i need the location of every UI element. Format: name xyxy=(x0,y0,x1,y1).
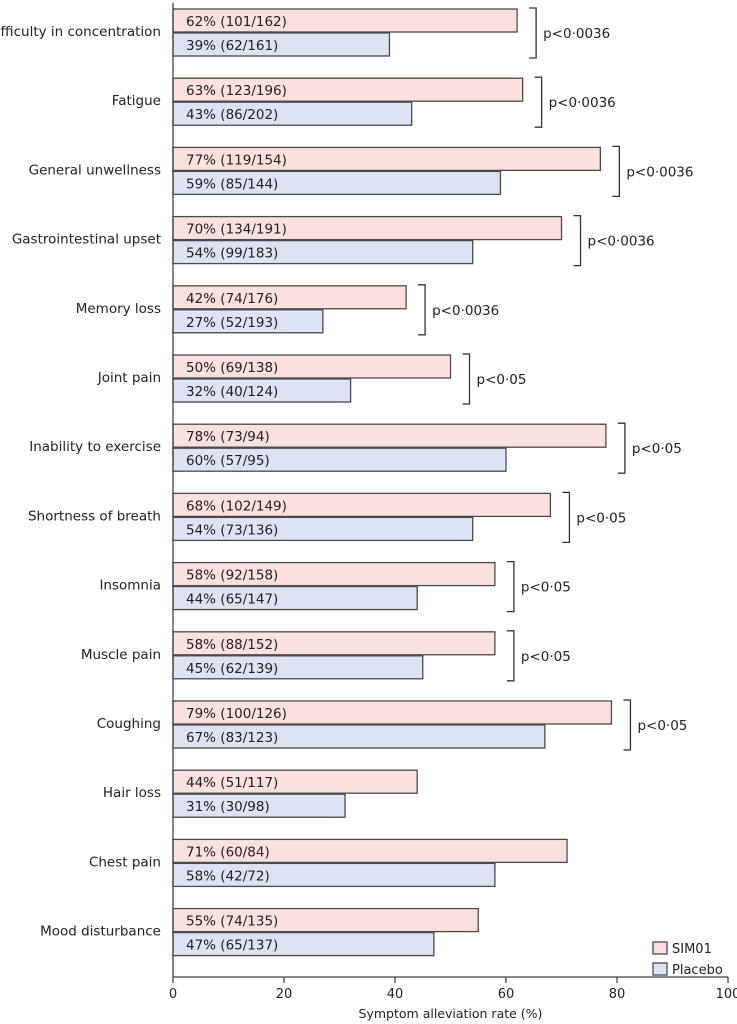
category-group-general-unwellness: General unwellness 77% (119/154) 59% (85/1… xyxy=(29,146,602,196)
p-value-label: p<0·05 xyxy=(477,372,527,388)
significance-bracket xyxy=(617,422,626,474)
significance-bracket xyxy=(562,491,571,544)
category-group-muscle-pain: Muscle pain 58% (88/152) 45% (62/139) xyxy=(81,631,496,680)
data-label-placebo: 27% (52/193) xyxy=(186,315,278,331)
data-label-sim01: 70% (134/191) xyxy=(186,222,287,238)
category-label: Difficulty in concentration xyxy=(0,24,161,40)
significance-bracket xyxy=(506,560,515,613)
data-label-sim01: 62% (101/162) xyxy=(186,14,287,30)
p-value-label: p<0·0036 xyxy=(626,164,693,180)
data-label-placebo: 59% (85/144) xyxy=(186,176,278,192)
x-axis: 0 20 40 60 80 100 Symptom alleviation rate (%) xyxy=(169,3,737,1021)
data-label-sim01: 63% (123/196) xyxy=(186,83,287,99)
p-value-label: p<0·0036 xyxy=(588,234,655,250)
significance-bracket xyxy=(612,145,620,198)
x-axis-title: Symptom alleviation rate (%) xyxy=(359,1006,543,1021)
category-label: Fatigue xyxy=(112,93,161,109)
data-label-placebo: 60% (57/95) xyxy=(186,453,270,469)
category-group-inability-to-exercise: Inability to exercise 78% (73/94) 60% (57/… xyxy=(29,423,607,472)
p-value-label: p<0·0036 xyxy=(549,95,616,111)
data-label-placebo: 45% (62/139) xyxy=(186,661,278,677)
category-group-hair-loss: Hair loss 44% (51/117) 31% (30/98) xyxy=(103,769,418,818)
data-label-sim01: 58% (92/158) xyxy=(186,568,278,584)
x-tick-label: 100 xyxy=(716,987,737,1002)
data-label-placebo: 58% (42/72) xyxy=(186,868,270,884)
significance-bracket xyxy=(623,699,632,751)
p-value-label: p<0·05 xyxy=(521,649,571,665)
legend-swatch-placebo xyxy=(652,962,668,976)
category-group-insomnia: Insomnia 58% (92/158) 44% (65/147) xyxy=(99,561,496,611)
category-group-mood-disturbance: Mood disturbance 55% (74/135) 47% (65/137) xyxy=(40,907,479,957)
data-label-placebo: 31% (30/98) xyxy=(186,799,270,815)
data-label-placebo: 54% (73/136) xyxy=(186,522,278,538)
p-value-label: p<0·0036 xyxy=(432,303,499,319)
category-label: Chest pain xyxy=(89,854,161,870)
data-label-placebo: 43% (86/202) xyxy=(186,107,278,123)
legend-swatch-sim01 xyxy=(652,941,668,955)
category-label: Inability to exercise xyxy=(29,439,161,455)
category-group-joint-pain: Joint pain 50% (69/138) 32% (40/124) xyxy=(97,354,452,403)
category-label: Mood disturbance xyxy=(40,924,161,940)
p-value-label: p<0·05 xyxy=(576,510,626,526)
category-label: General unwellness xyxy=(29,162,161,178)
p-value-label: p<0·05 xyxy=(521,580,571,596)
data-label-sim01: 68% (102/149) xyxy=(186,498,287,514)
significance-bracket xyxy=(462,353,471,405)
category-label: Insomnia xyxy=(99,578,161,594)
data-label-sim01: 42% (74/176) xyxy=(186,291,278,307)
category-label: Shortness of breath xyxy=(28,508,161,524)
category-group-gastrointestinal-upset: Gastrointestinal upset 70% (134/191) 54% (… xyxy=(12,215,563,265)
data-label-placebo: 67% (83/123) xyxy=(186,730,278,746)
data-label-sim01: 58% (88/152) xyxy=(186,637,278,653)
x-tick-label: 60 xyxy=(498,987,515,1002)
category-group-shortness-of-breath: Shortness of breath 68% (102/149) 54% (73/… xyxy=(28,492,552,542)
category-label: Hair loss xyxy=(103,785,161,801)
p-value-label: p<0·0036 xyxy=(543,26,610,42)
significance-bracket xyxy=(534,76,543,128)
category-group-coughing: Coughing 79% (100/126) 67% (83/123) xyxy=(97,700,613,749)
bars-layer: Difficulty in concentration 62% (101/162)… xyxy=(0,8,613,957)
x-tick-label: 80 xyxy=(609,987,626,1002)
legend: SIM01 Placebo xyxy=(652,941,723,978)
data-label-placebo: 47% (65/137) xyxy=(186,938,278,954)
legend-label-sim01: SIM01 xyxy=(672,942,712,957)
significance-bracket xyxy=(529,7,537,59)
category-group-difficulty-in-concentration: Difficulty in concentration 62% (101/162)… xyxy=(0,8,518,57)
data-label-placebo: 32% (40/124) xyxy=(186,384,278,400)
category-group-chest-pain: Chest pain 71% (60/84) 58% (42/72) xyxy=(89,838,568,888)
data-label-sim01: 77% (119/154) xyxy=(186,152,287,168)
p-value-layer: p<0·0036 p<0·0036 p<0·0036 p<0·0036 p<0·0036… xyxy=(418,7,693,751)
x-tick-label: 20 xyxy=(276,987,293,1002)
significance-bracket xyxy=(506,630,515,682)
category-label: Muscle pain xyxy=(81,647,161,663)
significance-bracket xyxy=(573,214,582,267)
category-group-memory-loss: Memory loss 42% (74/176) 27% (52/193) xyxy=(76,285,407,334)
data-label-sim01: 71% (60/84) xyxy=(186,844,270,860)
data-label-placebo: 54% (99/183) xyxy=(186,246,278,262)
p-value-label: p<0·05 xyxy=(637,718,687,734)
data-label-placebo: 44% (65/147) xyxy=(186,592,278,608)
p-value-label: p<0·05 xyxy=(632,441,682,457)
data-label-sim01: 79% (100/126) xyxy=(186,706,287,722)
legend-label-placebo: Placebo xyxy=(672,963,723,978)
significance-bracket xyxy=(418,284,426,336)
x-tick-label: 40 xyxy=(387,987,404,1002)
category-label: Joint pain xyxy=(97,370,161,386)
category-label: Gastrointestinal upset xyxy=(12,232,161,248)
data-label-sim01: 55% (74/135) xyxy=(186,914,278,930)
data-label-sim01: 50% (69/138) xyxy=(186,360,278,376)
category-label: Coughing xyxy=(97,716,161,732)
data-label-sim01: 44% (51/117) xyxy=(186,775,278,791)
data-label-sim01: 78% (73/94) xyxy=(186,429,270,445)
category-label: Memory loss xyxy=(76,301,161,317)
x-tick-label: 0 xyxy=(169,987,177,1002)
data-label-placebo: 39% (62/161) xyxy=(186,38,278,54)
